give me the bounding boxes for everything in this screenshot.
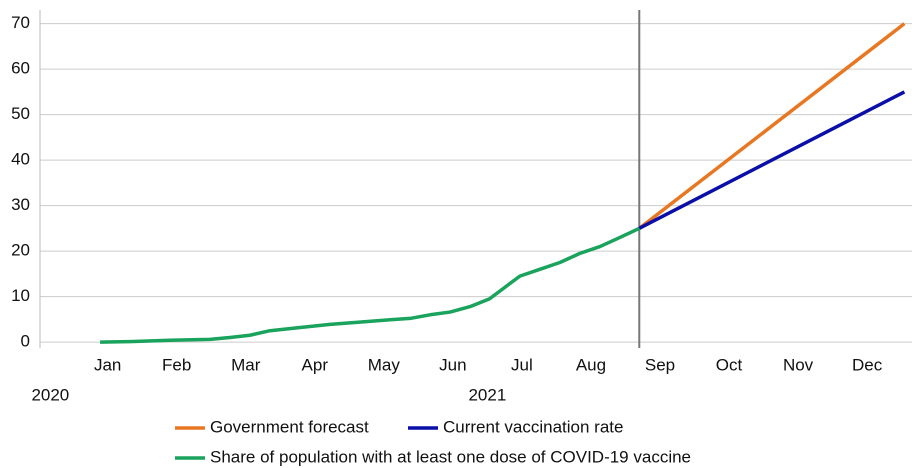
y-tick-label: 70 [11, 13, 30, 32]
series-line [638, 90, 906, 230]
x-tick-label: Jul [511, 355, 533, 374]
legend-label: Government forecast [210, 417, 369, 436]
y-tick-label: 10 [11, 286, 30, 305]
y-tick-label: 40 [11, 150, 30, 169]
series-line [100, 226, 641, 344]
y-tick-label: 20 [11, 241, 30, 260]
x-tick-label: Apr [302, 355, 329, 374]
x-tick-label: Jun [439, 355, 466, 374]
year-label: 2021 [468, 385, 506, 404]
x-tick-label: Oct [716, 355, 743, 374]
x-tick-label: Nov [783, 355, 814, 374]
x-tick-label: Jan [94, 355, 121, 374]
x-tick-label: Sep [645, 355, 675, 374]
y-tick-label: 0 [21, 332, 30, 351]
y-tick-label: 60 [11, 59, 30, 78]
x-tick-label: May [368, 355, 401, 374]
legend-label: Current vaccination rate [443, 417, 623, 436]
y-tick-label: 30 [11, 195, 30, 214]
x-tick-label: Dec [852, 355, 883, 374]
x-tick-label: Mar [231, 355, 261, 374]
series-line [638, 22, 906, 230]
y-tick-label: 50 [11, 104, 30, 123]
x-tick-label: Aug [576, 355, 606, 374]
x-tick-label: Feb [162, 355, 191, 374]
year-label: 2020 [31, 385, 69, 404]
legend-label: Share of population with at least one do… [210, 447, 691, 466]
